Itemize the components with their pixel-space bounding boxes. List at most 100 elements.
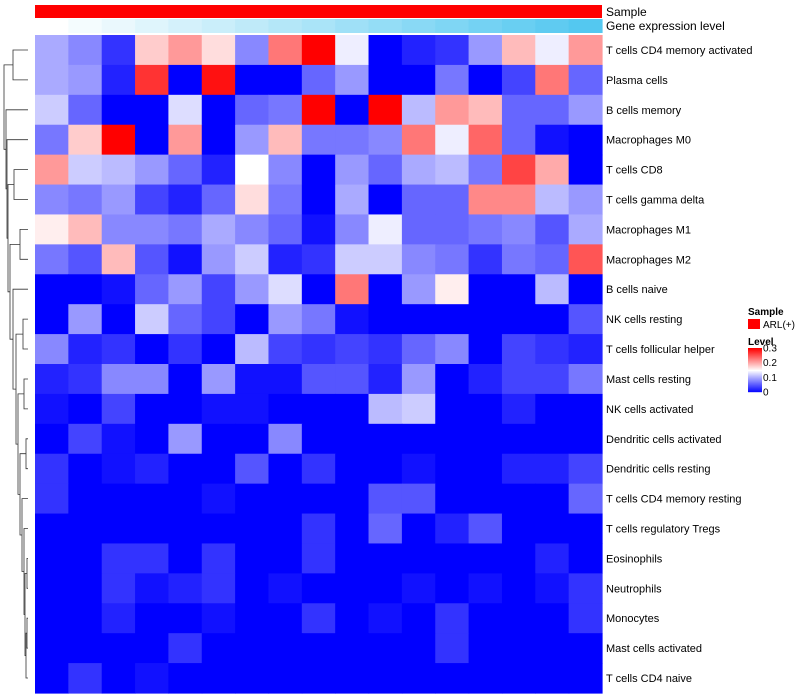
heatmap-cell — [535, 573, 570, 604]
heatmap-cell — [501, 184, 536, 216]
legend-gradient-step — [748, 374, 762, 376]
heatmap-cell — [568, 543, 603, 574]
heatmap-cell — [568, 453, 603, 485]
heatmap-cell — [235, 274, 270, 305]
heatmap-cell — [568, 603, 603, 634]
heatmap-cell — [268, 393, 303, 425]
heatmap-cell — [335, 64, 370, 96]
heatmap-cell — [335, 393, 370, 425]
heatmap-cell — [235, 483, 270, 515]
heatmap-cell — [201, 154, 236, 186]
heatmap-cell — [335, 334, 370, 365]
legend-gradient-step — [748, 383, 762, 385]
heatmap-cell — [268, 124, 303, 156]
heatmap-cell — [235, 543, 270, 574]
legend-gradient-step — [748, 358, 762, 360]
heatmap-cell — [468, 513, 503, 545]
dendrogram-branch — [17, 393, 24, 495]
heatmap-cell — [301, 663, 336, 694]
heatmap-cell — [101, 364, 136, 395]
heatmap-cell — [135, 214, 170, 245]
heatmap-cell — [468, 124, 503, 156]
expression-annotation-cell — [101, 19, 136, 33]
heatmap-cell — [35, 393, 69, 425]
heatmap-cell — [535, 124, 570, 156]
heatmap-cell — [468, 64, 503, 96]
dendrogram-branch — [26, 617, 28, 649]
heatmap-cell — [101, 214, 136, 245]
heatmap-cell — [168, 184, 203, 216]
dendrogram-branch — [25, 438, 28, 470]
heatmap-cell — [235, 573, 270, 604]
heatmap-cell — [468, 423, 503, 455]
heatmap-cell — [401, 274, 436, 305]
heatmap-cell — [401, 483, 436, 515]
dendrogram-branch — [26, 558, 28, 589]
heatmap-cell — [435, 483, 470, 515]
heatmap-cell — [535, 633, 570, 664]
legend-sample-swatch — [748, 319, 760, 329]
heatmap-cell — [168, 393, 203, 425]
expression-annotation-cell — [535, 19, 570, 33]
heatmap-cell — [501, 334, 536, 365]
legend-gradient-step — [748, 361, 762, 363]
heatmap-cell — [501, 364, 536, 395]
heatmap-cell — [135, 573, 170, 604]
heatmap-cell — [368, 603, 403, 634]
legend-tick-label: 0.1 — [763, 373, 777, 384]
heatmap-cell — [235, 393, 270, 425]
heatmap-cell — [535, 64, 570, 96]
heatmap-cell — [501, 423, 536, 455]
row-label: Dendritic cells activated — [606, 434, 722, 446]
heatmap-cell — [501, 393, 536, 425]
heatmap-cell — [135, 423, 170, 455]
heatmap-cell — [168, 423, 203, 455]
expression-annotation-cell — [335, 19, 370, 33]
heatmap-cell — [68, 543, 103, 574]
heatmap-cell — [201, 64, 236, 96]
heatmap-cell — [68, 513, 103, 545]
heatmap-cell — [101, 453, 136, 485]
heatmap-cell — [135, 513, 170, 545]
heatmap-cell — [201, 35, 236, 66]
heatmap-cell — [535, 304, 570, 335]
heatmap-cell — [568, 663, 603, 694]
heatmap-cell — [101, 393, 136, 425]
heatmap-cell — [368, 573, 403, 604]
heatmap-cell — [268, 94, 303, 126]
heatmap-cell — [268, 35, 303, 66]
heatmap-cell — [35, 513, 69, 545]
heatmap-cell — [301, 274, 336, 305]
legend-gradient-step — [748, 389, 762, 391]
heatmap-cell — [68, 393, 103, 425]
heatmap-cell — [535, 94, 570, 126]
heatmap-cell — [435, 214, 470, 245]
heatmap-cell — [268, 483, 303, 515]
heatmap-cell — [168, 35, 203, 66]
heatmap-cell — [568, 124, 603, 156]
heatmap-cell — [101, 573, 136, 604]
heatmap-cell — [435, 244, 470, 275]
legend-gradient-step — [748, 385, 762, 387]
heatmap-cell — [235, 334, 270, 365]
heatmap-cell — [435, 334, 470, 365]
heatmap-cell — [201, 364, 236, 395]
heatmap-cell — [35, 304, 69, 335]
heatmap-cell — [135, 393, 170, 425]
legend-gradient-step — [748, 371, 762, 373]
heatmap-cell — [468, 483, 503, 515]
heatmap-cell — [501, 304, 536, 335]
dendrogram-branch — [5, 109, 28, 190]
legend-gradient-step — [748, 362, 762, 364]
heatmap-cell — [401, 64, 436, 96]
heatmap-cell — [268, 603, 303, 634]
heatmap-cell — [535, 423, 570, 455]
heatmap-cell — [301, 304, 336, 335]
heatmap-cell — [335, 603, 370, 634]
heatmap-cell — [535, 483, 570, 515]
heatmap-cell — [68, 214, 103, 245]
heatmap-cell — [568, 513, 603, 545]
heatmap-cell — [68, 184, 103, 216]
expression-annotation-cell — [401, 19, 436, 33]
